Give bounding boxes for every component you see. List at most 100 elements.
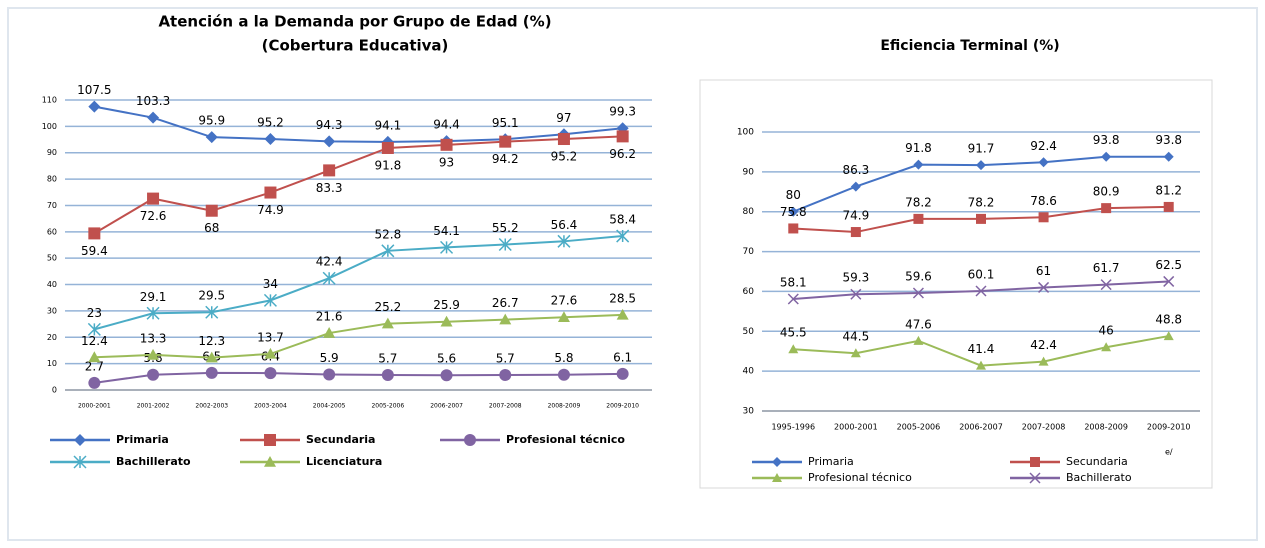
data-label: 27.6 bbox=[551, 294, 578, 308]
marker bbox=[264, 434, 276, 446]
marker bbox=[1101, 342, 1112, 352]
data-label: 94.2 bbox=[492, 152, 519, 166]
chart-subtitle: (Cobertura Educativa) bbox=[262, 37, 449, 55]
legend-label: Secundaria bbox=[1066, 455, 1128, 468]
marker bbox=[616, 308, 629, 320]
marker bbox=[1101, 151, 1112, 162]
marker bbox=[381, 244, 395, 258]
series-line bbox=[94, 105, 623, 143]
data-label: 12.3 bbox=[198, 334, 225, 348]
chart-title: Atención a la Demanda por Grupo de Edad … bbox=[158, 13, 551, 31]
data-label: 56.4 bbox=[551, 218, 578, 232]
data-label: 92.4 bbox=[1030, 139, 1057, 153]
marker bbox=[616, 367, 629, 380]
data-label: 91.8 bbox=[374, 158, 401, 172]
y-tick-label: 40 bbox=[743, 367, 755, 377]
data-label: 95.2 bbox=[257, 116, 284, 130]
data-label: 93 bbox=[439, 155, 454, 169]
data-label: 5.7 bbox=[378, 351, 397, 365]
marker bbox=[1163, 331, 1174, 341]
marker bbox=[499, 368, 512, 381]
data-label: 5.9 bbox=[320, 351, 339, 365]
data-label: 80 bbox=[786, 188, 801, 202]
marker bbox=[440, 240, 454, 254]
data-label: 72.6 bbox=[140, 209, 167, 223]
marker bbox=[88, 351, 101, 363]
data-label: 59.6 bbox=[905, 270, 932, 284]
marker bbox=[850, 227, 861, 238]
marker bbox=[464, 434, 476, 446]
marker bbox=[147, 111, 160, 124]
data-label: 26.7 bbox=[492, 296, 519, 310]
data-label: 62.5 bbox=[1155, 258, 1182, 272]
marker bbox=[1038, 281, 1050, 293]
x-tick-label: 2005-2006 bbox=[371, 403, 404, 410]
marker bbox=[850, 181, 861, 192]
data-label: 5.6 bbox=[437, 352, 456, 366]
data-label: 68 bbox=[204, 221, 219, 235]
data-label: 45.5 bbox=[780, 326, 807, 340]
marker bbox=[912, 287, 924, 299]
y-tick-label: 90 bbox=[743, 167, 755, 177]
data-label: 25.2 bbox=[374, 300, 401, 314]
data-label: 13.7 bbox=[257, 330, 284, 344]
data-label: 91.7 bbox=[968, 142, 995, 156]
y-tick-label: 30 bbox=[47, 306, 57, 315]
legend-label: Profesional técnico bbox=[506, 433, 625, 446]
data-label: 46 bbox=[1099, 324, 1114, 338]
marker bbox=[1030, 457, 1040, 467]
marker bbox=[147, 192, 160, 205]
marker bbox=[787, 293, 799, 305]
data-label: 25.9 bbox=[433, 298, 460, 312]
marker bbox=[557, 311, 570, 323]
y-tick-label: 80 bbox=[743, 207, 755, 217]
data-label: 94.4 bbox=[433, 118, 460, 132]
marker bbox=[381, 141, 394, 154]
data-label: 95.9 bbox=[198, 114, 225, 128]
marker bbox=[1163, 201, 1174, 212]
data-label: 44.5 bbox=[842, 330, 869, 344]
marker bbox=[557, 133, 570, 146]
data-label: 91.8 bbox=[905, 141, 932, 155]
data-label: 78.2 bbox=[968, 195, 995, 209]
marker bbox=[1038, 157, 1049, 168]
x-tick-label: 2000-2001 bbox=[78, 403, 111, 410]
legend-label: Primaria bbox=[808, 455, 854, 468]
marker bbox=[381, 368, 394, 381]
data-label: 28.5 bbox=[609, 291, 636, 305]
marker bbox=[205, 366, 218, 379]
marker bbox=[772, 473, 782, 482]
data-label: 103.3 bbox=[136, 94, 170, 108]
data-label: 107.5 bbox=[77, 83, 111, 97]
marker bbox=[1029, 472, 1041, 484]
marker bbox=[772, 457, 782, 467]
marker bbox=[850, 348, 861, 358]
marker bbox=[323, 368, 336, 381]
data-label: 97 bbox=[556, 111, 571, 125]
series-line bbox=[94, 371, 623, 384]
marker bbox=[146, 306, 160, 320]
marker bbox=[381, 317, 394, 329]
y-tick-label: 70 bbox=[47, 201, 57, 210]
data-label: 99.3 bbox=[609, 105, 636, 119]
legend-label: Profesional técnico bbox=[808, 471, 912, 484]
marker bbox=[88, 227, 101, 240]
data-label: 29.5 bbox=[198, 289, 225, 303]
legend-label: Licenciatura bbox=[306, 455, 382, 468]
x-tick-label: 2008-2009 bbox=[548, 403, 581, 410]
data-label: 58.4 bbox=[609, 213, 636, 227]
x-tick-label: 2004-2005 bbox=[313, 403, 346, 410]
marker bbox=[323, 135, 336, 148]
marker bbox=[1163, 275, 1175, 287]
data-label: 58.1 bbox=[780, 276, 807, 290]
marker bbox=[88, 100, 101, 113]
marker bbox=[976, 213, 986, 224]
y-tick-label: 110 bbox=[42, 96, 57, 105]
data-label: 95.1 bbox=[492, 116, 519, 130]
marker bbox=[1100, 279, 1112, 291]
marker bbox=[850, 288, 862, 300]
data-label: 42.4 bbox=[316, 255, 343, 269]
data-label: 13.3 bbox=[140, 331, 167, 345]
x-tick-label: 2009-2010 bbox=[1147, 423, 1191, 432]
